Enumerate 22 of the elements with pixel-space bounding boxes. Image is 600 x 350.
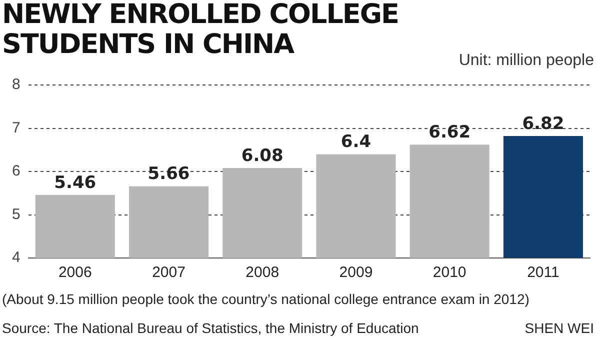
text: (About 9.15 million people took the country’s national college entrance exam in 2012) bbox=[2, 291, 530, 307]
y-tick-label: 7 bbox=[12, 119, 20, 136]
data-label: 5.46 bbox=[54, 172, 96, 193]
x-tick-label: 2008 bbox=[246, 264, 280, 282]
x-tick-label: 2010 bbox=[432, 264, 466, 282]
source-note: Source: The National Bureau of Statistics, the Ministry of Education bbox=[2, 320, 419, 336]
y-tick-label: 5 bbox=[12, 206, 20, 223]
data-label: 6.4 bbox=[340, 132, 372, 152]
text: SHEN WEI bbox=[524, 320, 594, 336]
data-label: 5.66 bbox=[148, 164, 190, 184]
x-tick-label: 2007 bbox=[152, 264, 186, 282]
chart-title: NEWLY ENROLLED COLLEGE STUDENTS IN CHINA bbox=[2, 0, 400, 60]
y-tick-label: 8 bbox=[12, 76, 20, 94]
x-tick-label: 2006 bbox=[58, 264, 92, 282]
y-axis-title: Unit: million people bbox=[458, 52, 594, 70]
data-label: 6.62 bbox=[428, 122, 471, 143]
x-tick-label: 2009 bbox=[339, 264, 373, 282]
x-tick-label: 2011 bbox=[527, 264, 560, 282]
data-label: 6.82 bbox=[522, 114, 564, 134]
data-label: 6.08 bbox=[241, 146, 284, 166]
y-tick-label: 4 bbox=[12, 249, 20, 266]
y-tick-label: 6 bbox=[12, 162, 20, 180]
